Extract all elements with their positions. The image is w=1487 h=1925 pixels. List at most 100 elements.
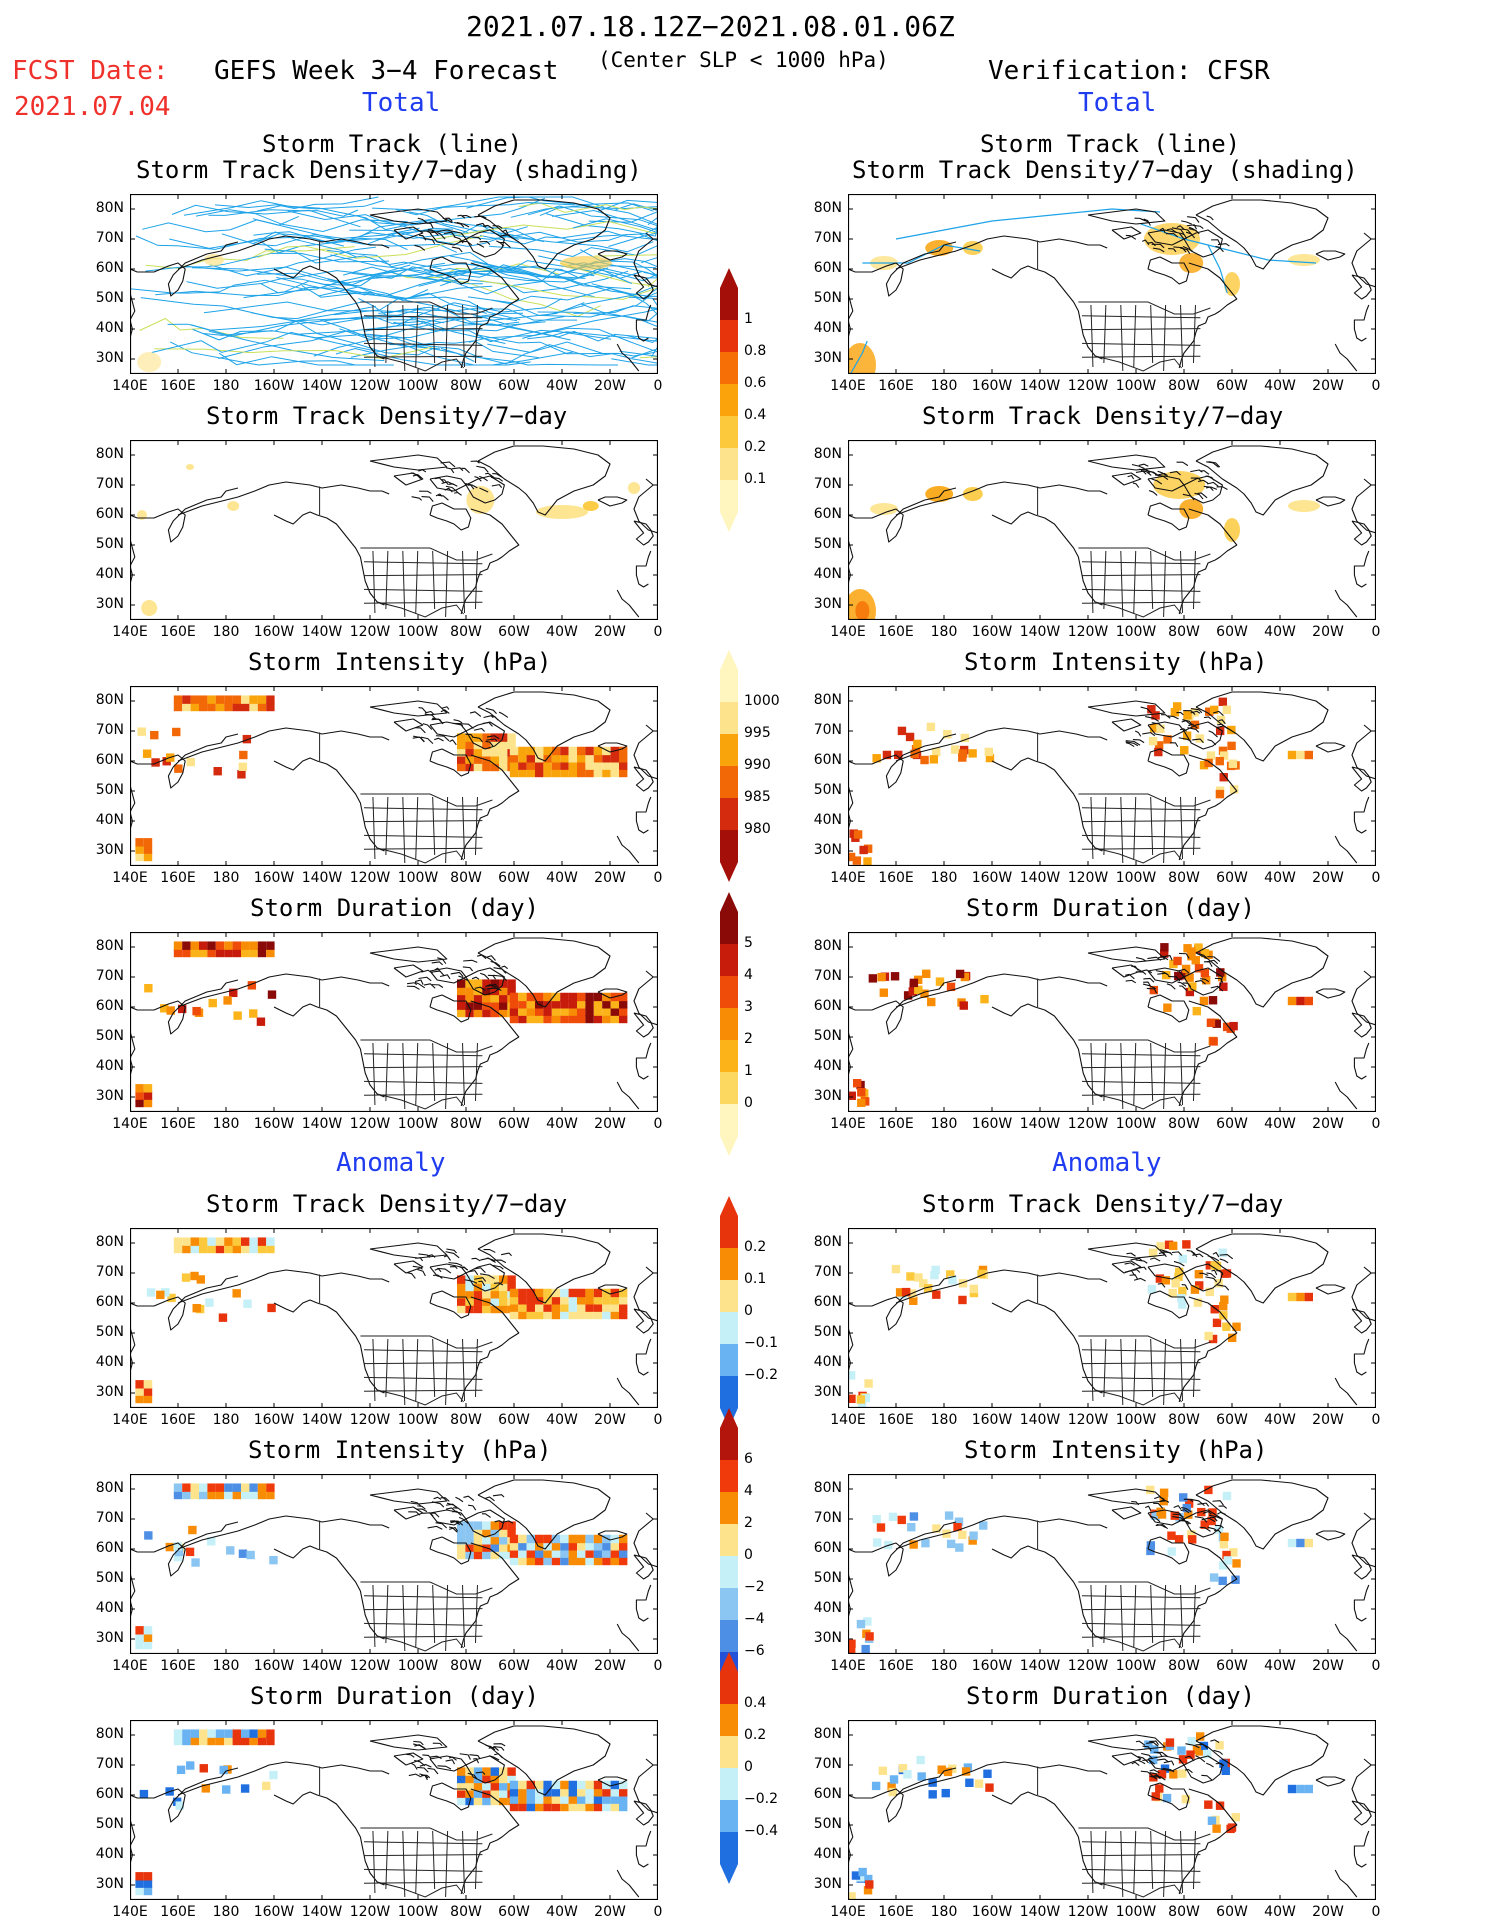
density-shading	[186, 464, 194, 470]
right-density-title: Storm Track Density/7−day	[922, 402, 1284, 430]
colorbar-segment	[720, 1312, 738, 1344]
colorbar-label: 3	[744, 999, 753, 1015]
storm-track-line	[395, 201, 575, 216]
colorbar-label: 5	[744, 935, 753, 951]
lat-tick-label: 30N	[813, 1384, 842, 1400]
lon-tick-label: 60W	[498, 1658, 530, 1674]
left-density-title: Storm Track Density/7−day	[206, 402, 568, 430]
storm-track-line	[330, 254, 564, 279]
storm-track-line	[145, 246, 355, 269]
storm-track-line	[371, 196, 605, 211]
lat-tick-label: 30N	[813, 842, 842, 858]
colorbar-segment	[720, 1672, 738, 1704]
lon-tick-label: 60W	[1216, 1116, 1248, 1132]
colorbar-segment	[720, 1800, 738, 1832]
storm-track-line	[167, 323, 385, 362]
lon-tick-label: 140E	[830, 1116, 866, 1132]
fcst-date: 2021.07.04	[14, 92, 171, 122]
colorbar-label: 995	[744, 725, 771, 741]
storm-track-line	[849, 340, 868, 374]
lon-tick-label: 140W	[301, 624, 343, 640]
lat-tick-label: 50N	[813, 290, 842, 306]
storm-track-line	[466, 196, 654, 212]
storm-track-line	[218, 330, 441, 359]
lon-tick-label: 0	[1371, 1904, 1381, 1920]
storm-track-line	[594, 254, 658, 264]
map-panel-forecast-intensity-anomaly: 80N 70N 60N 50N 40N 30N 140E 160E 180 160W 140W 120…	[96, 1474, 662, 1674]
colorbar-label: 2	[744, 1515, 753, 1531]
left-track-title-1: Storm Track (line)	[262, 130, 523, 158]
lon-tick-label: 20W	[1312, 624, 1344, 640]
density-shading	[141, 600, 158, 616]
grid-cells	[135, 1237, 628, 1404]
lon-tick-label: 80W	[450, 870, 482, 886]
right-title: Verification: CFSR	[988, 56, 1270, 86]
map-panel-verification-storm-track: 80N 70N 60N 50N 40N 30N 140E 160E 180 160W 140W 120…	[814, 194, 1380, 394]
colorbar-label: 2	[744, 1031, 753, 1047]
us-state-borders	[362, 547, 493, 618]
left-intensity-anom-title: Storm Intensity (hPa)	[248, 1436, 552, 1464]
storm-track-line	[349, 229, 545, 247]
us-state-borders	[1080, 547, 1211, 618]
coastlines	[848, 445, 1376, 618]
lat-tick-label: 60N	[813, 752, 842, 768]
storm-track-line	[572, 218, 658, 242]
colorbar-segment	[720, 670, 738, 702]
lon-tick-label: 100W	[1115, 378, 1157, 394]
storm-track-line	[171, 204, 361, 228]
grid-cells	[848, 1732, 1313, 1900]
lon-tick-label: 100W	[1115, 1658, 1157, 1674]
lat-tick-label: 70N	[95, 230, 124, 246]
fcst-label: FCST Date:	[12, 56, 169, 86]
lon-tick-label: 20W	[1312, 1904, 1344, 1920]
density-shading	[227, 501, 240, 511]
lat-tick-label: 80N	[813, 938, 842, 954]
left-duration-anom-title: Storm Duration (day)	[250, 1682, 539, 1710]
density-shading	[1179, 253, 1204, 273]
us-state-borders	[1080, 1581, 1211, 1652]
lat-tick-label: 50N	[813, 1816, 842, 1832]
us-state-borders	[362, 793, 493, 864]
colorbar-label: 0.2	[744, 1727, 767, 1743]
storm-track-line	[566, 261, 658, 282]
colorbar-duration-total: 5 4 3 2 1 0	[720, 892, 780, 1160]
lon-tick-label: 20W	[594, 1658, 626, 1674]
storm-track-line	[615, 203, 658, 219]
left-track-title-2: Storm Track Density/7−day (shading)	[136, 156, 642, 184]
lat-tick-label: 60N	[813, 998, 842, 1014]
storm-track-line	[287, 210, 450, 232]
lon-tick-label: 20W	[594, 1412, 626, 1428]
map-canvas	[848, 932, 1376, 1112]
colorbar-duration-anomaly: 0.4 0.2 0 −0.2 −0.4	[720, 1652, 780, 1888]
lon-tick-label: 140E	[112, 624, 148, 640]
right-intensity-anom-title: Storm Intensity (hPa)	[964, 1436, 1268, 1464]
colorbar-segment	[720, 416, 738, 448]
lon-tick-label: 0	[653, 1904, 663, 1920]
colorbar-label: 1	[744, 311, 753, 327]
map-panel-verification-intensity: 80N 70N 60N 50N 40N 30N 140E 160E 180 160W 140W 120…	[814, 686, 1380, 886]
lon-tick-label: 40W	[546, 378, 578, 394]
lat-tick-label: 60N	[813, 1294, 842, 1310]
lat-tick-label: 80N	[95, 1726, 124, 1742]
lat-tick-label: 40N	[813, 1846, 842, 1862]
lon-tick-label: 100W	[1115, 870, 1157, 886]
lat-tick-label: 70N	[813, 476, 842, 492]
lon-tick-label: 0	[1371, 870, 1381, 886]
us-state-borders	[1080, 1827, 1211, 1898]
colorbar-label: −4	[744, 1611, 765, 1627]
density-shading	[582, 501, 599, 511]
lon-tick-label: 80W	[450, 378, 482, 394]
lon-tick-label: 160E	[878, 870, 914, 886]
lon-tick-label: 140W	[1019, 378, 1061, 394]
storm-track-line	[551, 209, 658, 237]
lon-tick-label: 140E	[112, 1658, 148, 1674]
lon-tick-label: 40W	[1264, 378, 1296, 394]
lon-tick-label: 140W	[1019, 870, 1061, 886]
lon-tick-label: 40W	[1264, 1116, 1296, 1132]
lon-tick-label: 60W	[498, 1412, 530, 1428]
lat-tick-label: 70N	[813, 230, 842, 246]
colorbar-canvas	[720, 268, 738, 532]
storm-track-line	[432, 220, 658, 240]
density-shading	[962, 487, 983, 501]
lat-tick-label: 60N	[813, 260, 842, 276]
